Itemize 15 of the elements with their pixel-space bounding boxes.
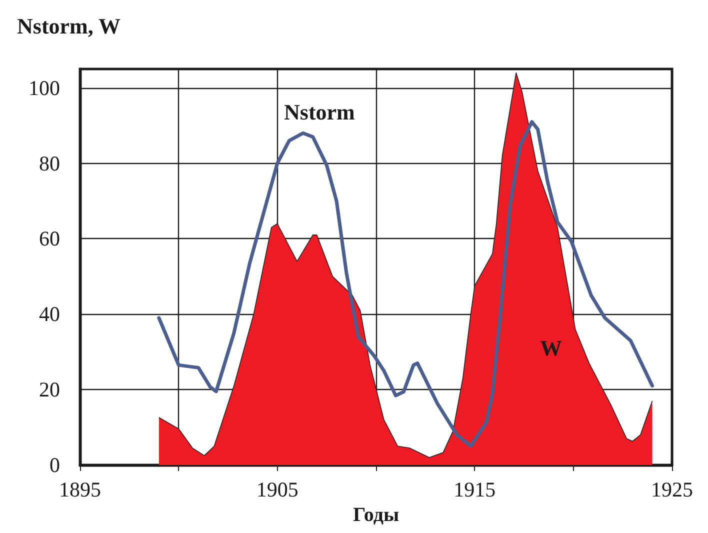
x-tick-label: 1925 (651, 478, 693, 502)
x-tick-label: 1905 (256, 478, 298, 502)
series-label: Nstorm (284, 100, 355, 124)
y-tick-label: 40 (39, 302, 60, 326)
x-axis-title: Годы (352, 504, 400, 526)
series-label: W (540, 336, 562, 360)
y-tick-label: 80 (39, 151, 60, 176)
y-tick-label: 0 (50, 453, 60, 477)
y-tick-label: 100 (28, 76, 60, 100)
y-tick-label: 20 (39, 378, 60, 402)
y-tick-label: 60 (39, 226, 60, 251)
x-tick-label: 1895 (59, 478, 101, 502)
x-tick-label: 1915 (454, 478, 496, 502)
line-series (157, 120, 654, 448)
y-axis-title: Nstorm, W (17, 14, 120, 38)
